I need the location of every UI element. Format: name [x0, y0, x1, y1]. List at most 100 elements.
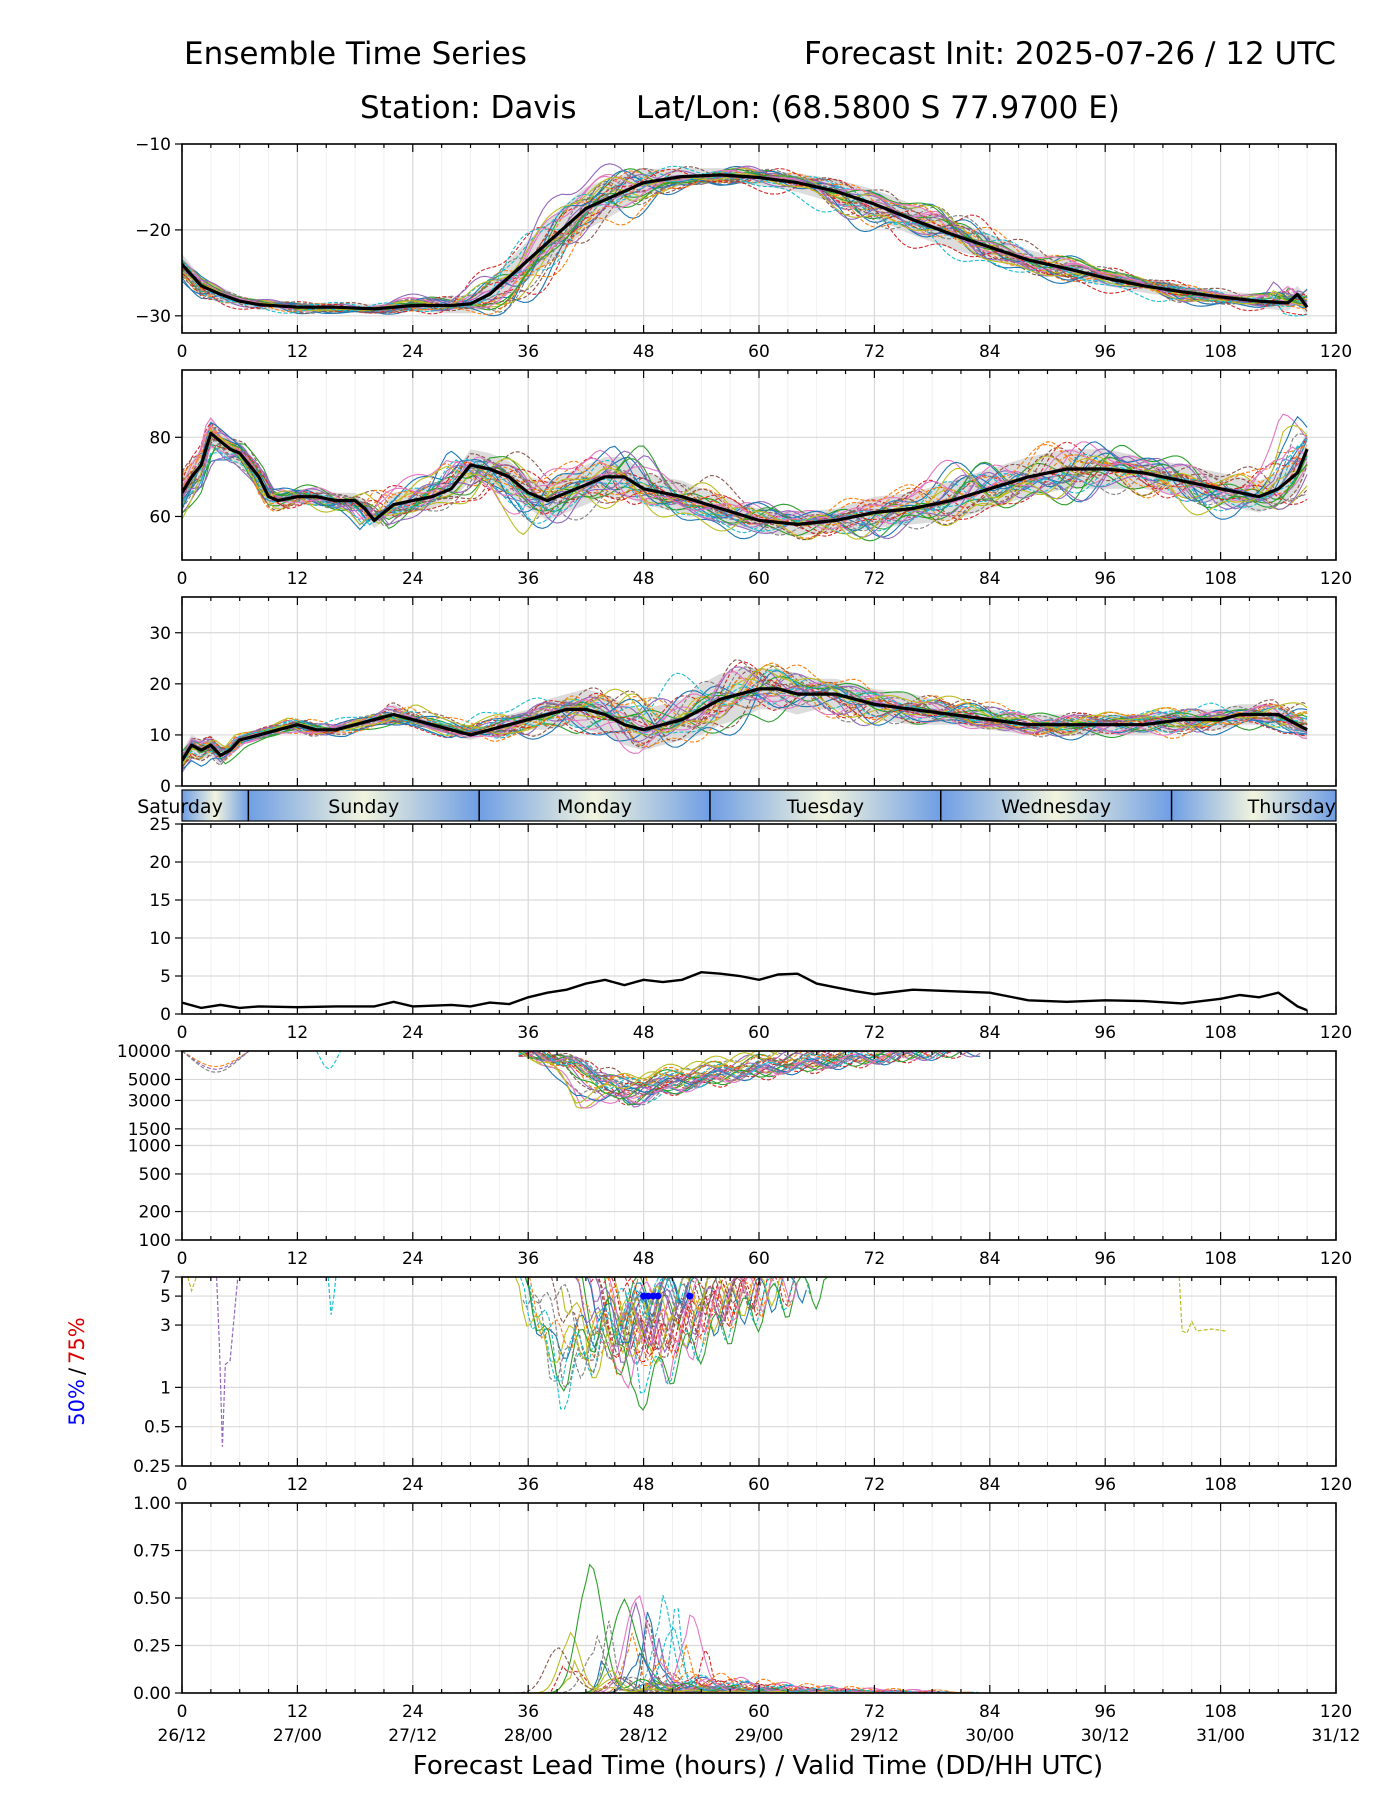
- member-line: [518, 1051, 842, 1089]
- y-tick-label: 3000: [128, 1091, 171, 1111]
- member-line: [182, 434, 1308, 541]
- threshold-legend: 50% / 75%: [65, 1317, 89, 1425]
- x-tick-label: 24: [402, 569, 424, 589]
- y-tick-label: 0.00: [133, 1684, 171, 1704]
- y-tick-label: 0.50: [133, 1589, 171, 1609]
- day-band: [940, 790, 1172, 821]
- x-tick-label: 84: [979, 1475, 1001, 1495]
- member-line: [514, 1277, 732, 1363]
- member-line: [182, 668, 1308, 766]
- member-line: [578, 1277, 718, 1376]
- panel-visibility: 0.25 0.5 1 3 57 0 12 24 36 48 60 72 84 96 108 120 50% / 75…: [65, 1268, 1352, 1495]
- day-band: [182, 790, 249, 821]
- member-line: [182, 169, 1308, 314]
- y-tick-label: 0: [160, 1005, 171, 1025]
- threshold-50-marker: [640, 1292, 648, 1300]
- y-tick-label: 1.00: [133, 1494, 171, 1514]
- member-line: [216, 1277, 239, 1447]
- threshold-separator: /: [65, 1367, 89, 1375]
- x-tick-label: 48: [633, 342, 655, 362]
- x-valid-tick-label: 28/12: [619, 1726, 668, 1746]
- x-tick-label: 120: [1320, 569, 1352, 589]
- day-label-tuesday: Tuesday: [786, 796, 864, 818]
- y-tick-label: 0.5: [144, 1418, 171, 1438]
- day-band: [709, 790, 941, 821]
- x-tick-label: 72: [864, 342, 886, 362]
- y-tick-label: −30: [135, 307, 171, 327]
- day-label-thursday: Thursday: [1247, 796, 1336, 818]
- day-band: [1171, 790, 1336, 821]
- x-tick-label: 120: [1320, 1475, 1352, 1495]
- x-tick-label: 0: [177, 342, 188, 362]
- day-band: [248, 790, 480, 821]
- member-line: [182, 165, 1308, 317]
- member-line: [622, 1277, 759, 1357]
- x-tick-label: 24: [402, 1023, 424, 1043]
- y-tick-label: 200: [139, 1203, 171, 1223]
- x-valid-tick-label: 29/12: [850, 1726, 899, 1746]
- x-tick-label: 0: [177, 1249, 188, 1269]
- x-tick-label: 72: [864, 1023, 886, 1043]
- x-tick-label: 72: [864, 1475, 886, 1495]
- member-line: [182, 451, 1308, 540]
- x-tick-label: 72: [864, 1249, 886, 1269]
- member-line: [593, 1277, 702, 1363]
- x-valid-tick-label: 26/12: [158, 1726, 207, 1746]
- member-line: [182, 171, 1308, 317]
- member-line: [182, 442, 1308, 532]
- x-tick-label: 96: [1094, 1023, 1116, 1043]
- y-tick-label: 500: [139, 1165, 171, 1185]
- x-tick-label: 120: [1320, 1023, 1352, 1043]
- member-line: [182, 665, 1308, 767]
- x-tick-label: 24: [402, 1475, 424, 1495]
- x-tick-label: 60: [748, 1702, 770, 1722]
- member-line: [182, 169, 1308, 315]
- member-line: [509, 1563, 917, 1693]
- day-label-wednesday: Wednesday: [1001, 796, 1111, 818]
- member-line: [518, 1051, 957, 1090]
- y-tick-label: −10: [135, 135, 171, 155]
- x-tick-label: 108: [1204, 1023, 1236, 1043]
- member-line: [518, 1051, 976, 1106]
- member-line: [518, 1051, 962, 1100]
- station-latlon: Lat/Lon: (68.5800 S 77.9700 E): [636, 90, 1120, 126]
- plot-area: [182, 413, 1309, 542]
- x-tick-label: 48: [633, 1249, 655, 1269]
- member-line: [182, 1051, 250, 1073]
- x-valid-tick-label: 28/00: [504, 1726, 553, 1746]
- member-line: [509, 1644, 967, 1693]
- member-line: [182, 415, 1308, 532]
- station-name: Station: Davis: [360, 90, 577, 126]
- x-tick-label: 60: [748, 1023, 770, 1043]
- y-tick-label: 3: [160, 1316, 171, 1336]
- x-valid-tick-label: 30/12: [1081, 1726, 1130, 1746]
- y-tick-label: 1000: [128, 1137, 171, 1157]
- member-line: [182, 1051, 250, 1070]
- y-tick-label: 20: [149, 853, 171, 873]
- y-tick-label: 5: [160, 967, 171, 987]
- plot-area: [182, 970, 1308, 1012]
- member-line: [518, 1051, 783, 1104]
- x-valid-tick-label: 31/00: [1196, 1726, 1245, 1746]
- member-line: [182, 1051, 250, 1068]
- panel-precip-rate: 0.00 0.25 0.50 0.75 1.00 0 12 24 36 48 60 72 84 96 108…: [133, 1494, 1360, 1746]
- member-line: [509, 1626, 979, 1693]
- x-valid-tick-label: 27/00: [273, 1726, 322, 1746]
- x-tick-label: 84: [979, 569, 1001, 589]
- member-line: [187, 1277, 197, 1293]
- member-line: [182, 168, 1308, 316]
- ensemble-spread-band: [182, 168, 1308, 316]
- y-tick-label: 1: [160, 1378, 171, 1398]
- x-tick-label: 24: [402, 1702, 424, 1722]
- member-line: [518, 1051, 914, 1104]
- x-tick-label: 84: [979, 1249, 1001, 1269]
- panel-temperature: −30 −20 −10 0 12 24 36 48 60 72 84 96 108 120: [135, 135, 1352, 362]
- x-valid-tick-label: 30/00: [965, 1726, 1014, 1746]
- member-line: [518, 1051, 914, 1097]
- x-tick-label: 120: [1320, 1702, 1352, 1722]
- x-valid-tick-label: 27/12: [388, 1726, 437, 1746]
- x-tick-label: 60: [748, 1249, 770, 1269]
- member-line: [518, 1051, 961, 1090]
- member-line: [590, 1277, 799, 1363]
